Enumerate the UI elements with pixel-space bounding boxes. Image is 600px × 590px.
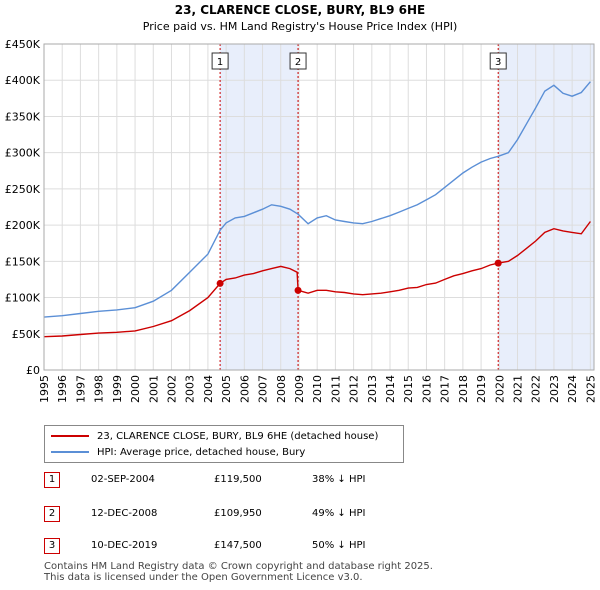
y-tick-label: £50K bbox=[12, 328, 41, 341]
sale-badge: 1 bbox=[44, 472, 60, 488]
y-tick-label: £0 bbox=[26, 364, 40, 377]
x-tick-label: 2023 bbox=[548, 375, 561, 403]
x-tick-label: 1997 bbox=[74, 375, 87, 403]
shaded-period bbox=[498, 44, 594, 370]
sale-point bbox=[494, 259, 502, 267]
sales-price-line bbox=[43, 221, 591, 338]
y-tick-label: £400K bbox=[5, 74, 41, 87]
x-tick-label: 2022 bbox=[530, 375, 543, 403]
footer-copyright: Contains HM Land Registry data © Crown c… bbox=[44, 561, 433, 572]
x-tick-label: 1998 bbox=[93, 375, 106, 403]
x-tick-label: 2020 bbox=[493, 375, 506, 403]
x-tick-label: 2025 bbox=[584, 375, 597, 403]
legend-swatch-hpi bbox=[51, 451, 89, 453]
shaded-period bbox=[220, 44, 299, 370]
x-tick-label: 2004 bbox=[202, 375, 215, 403]
y-tick-label: £200K bbox=[5, 219, 41, 232]
sale-price: £119,500 bbox=[214, 474, 262, 485]
chart-title: 23, CLARENCE CLOSE, BURY, BL9 6HE bbox=[175, 3, 425, 17]
x-tick-label: 2002 bbox=[165, 375, 178, 403]
plot-border bbox=[43, 43, 595, 371]
x-tick-label: 2009 bbox=[293, 375, 306, 403]
footer: Contains HM Land Registry data © Crown c… bbox=[44, 561, 433, 583]
legend-item-hpi: HPI: Average price, detached house, Bury bbox=[51, 445, 305, 459]
x-tick-label: 1999 bbox=[111, 375, 124, 403]
x-tick-label: 2010 bbox=[311, 375, 324, 403]
sale-date: 12-DEC-2008 bbox=[91, 508, 158, 519]
y-tick-label: £350K bbox=[5, 110, 41, 123]
x-tick-label: 2007 bbox=[257, 375, 270, 403]
legend: 23, CLARENCE CLOSE, BURY, BL9 6HE (detac… bbox=[44, 425, 404, 463]
x-tick-label: 2013 bbox=[366, 375, 379, 403]
price-chart: 23, CLARENCE CLOSE, BURY, BL9 6HE Price … bbox=[5, 3, 598, 403]
x-tick-label: 2001 bbox=[147, 375, 160, 403]
legend-item-sales: 23, CLARENCE CLOSE, BURY, BL9 6HE (detac… bbox=[51, 429, 378, 443]
x-tick-label: 2017 bbox=[439, 375, 452, 403]
legend-label-hpi: HPI: Average price, detached house, Bury bbox=[97, 446, 306, 458]
x-tick-label: 2015 bbox=[402, 375, 415, 403]
x-tick-label: 2011 bbox=[329, 375, 342, 403]
sale-badge: 2 bbox=[44, 506, 60, 522]
x-tick-label: 2014 bbox=[384, 375, 397, 403]
sale-row: 2 12-DEC-2008 £109,950 49% ↓ HPI bbox=[44, 506, 444, 524]
y-tick-label: £150K bbox=[5, 255, 41, 268]
sale-hpi-diff: 38% ↓ HPI bbox=[312, 474, 366, 485]
sale-hpi-diff: 50% ↓ HPI bbox=[312, 540, 366, 551]
sale-point bbox=[294, 286, 302, 294]
sale-date: 10-DEC-2019 bbox=[91, 540, 158, 551]
y-tick-label: £300K bbox=[5, 147, 41, 160]
x-tick-label: 2005 bbox=[220, 375, 233, 403]
sale-date: 02-SEP-2004 bbox=[91, 474, 155, 485]
sale-row: 3 10-DEC-2019 £147,500 50% ↓ HPI bbox=[44, 538, 444, 556]
legend-label-sales: 23, CLARENCE CLOSE, BURY, BL9 6HE (detac… bbox=[97, 430, 379, 442]
x-tick-label: 2019 bbox=[475, 375, 488, 403]
footer-license: This data is licensed under the Open Gov… bbox=[44, 572, 363, 583]
x-tick-label: 2000 bbox=[129, 375, 142, 403]
x-tick-label: 2021 bbox=[512, 375, 525, 403]
y-tick-label: £100K bbox=[5, 292, 41, 305]
x-tick-label: 1996 bbox=[56, 375, 69, 403]
sale-hpi-diff: 49% ↓ HPI bbox=[312, 508, 366, 519]
x-tick-label: 2008 bbox=[275, 375, 288, 403]
sale-label-number: 2 bbox=[295, 57, 301, 68]
x-tick-label: 2016 bbox=[420, 375, 433, 403]
sale-label-box bbox=[211, 52, 229, 70]
sale-price: £147,500 bbox=[214, 540, 262, 551]
sale-label-number: 1 bbox=[217, 57, 223, 68]
y-tick-label: £250K bbox=[5, 183, 41, 196]
plot-area: £0 £50K £100K £150K £200K £250K £300K £350K £400… bbox=[5, 38, 598, 403]
sale-label-box bbox=[489, 52, 507, 70]
x-tick-label: 2018 bbox=[457, 375, 470, 403]
x-tick-label: 1995 bbox=[38, 375, 51, 403]
hpi-line bbox=[43, 81, 591, 318]
x-tick-label: 2024 bbox=[566, 375, 579, 403]
x-tick-label: 2012 bbox=[348, 375, 361, 403]
sale-label-number: 3 bbox=[495, 57, 501, 68]
x-tick-label: 2006 bbox=[238, 375, 251, 403]
y-tick-label: £450K bbox=[5, 38, 41, 51]
sale-label-box bbox=[289, 52, 307, 70]
sale-point bbox=[216, 279, 224, 287]
chart-subtitle: Price paid vs. HM Land Registry's House … bbox=[143, 20, 458, 33]
sale-badge: 3 bbox=[44, 538, 60, 554]
x-tick-label: 2003 bbox=[184, 375, 197, 403]
sale-price: £109,950 bbox=[214, 508, 262, 519]
legend-swatch-sales bbox=[51, 435, 89, 437]
sale-row: 1 02-SEP-2004 £119,500 38% ↓ HPI bbox=[44, 472, 444, 490]
